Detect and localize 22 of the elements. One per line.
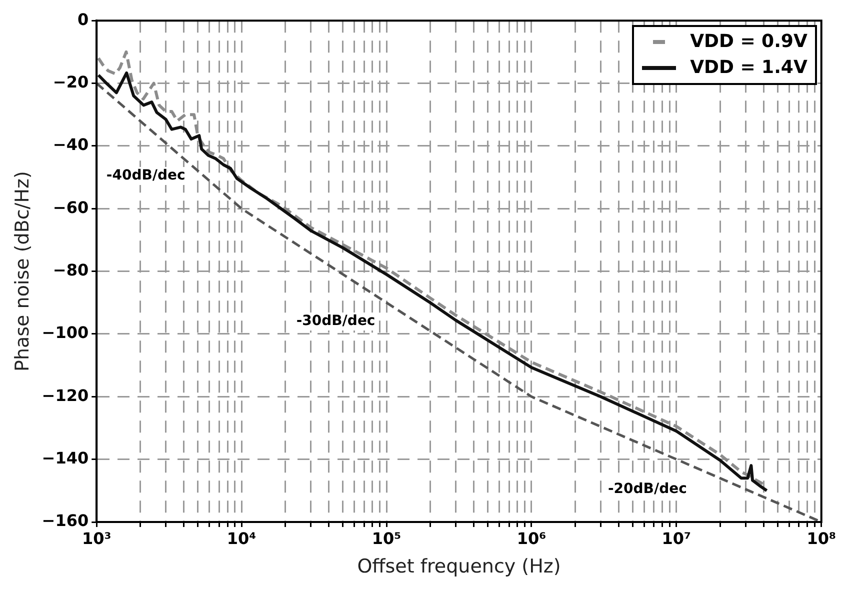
x-tick-label: 10⁵ [372, 528, 402, 548]
x-axis-title: Offset frequency (Hz) [357, 556, 561, 578]
y-tick-label: −40 [52, 135, 89, 154]
x-tick-label: 10⁶ [516, 528, 546, 548]
y-axis-title: Phase noise (dBc/Hz) [11, 171, 34, 372]
x-tick-label: 10⁷ [662, 528, 692, 548]
y-tick-label: −100 [42, 323, 89, 342]
y-tick-label: −140 [42, 448, 89, 468]
x-tick-label: 10³ [82, 528, 112, 548]
annotation: -20dB/dec [608, 481, 687, 498]
legend-label: VDD = 0.9V [690, 30, 808, 54]
y-tick-label: −60 [52, 198, 89, 217]
y-tick-label: −20 [52, 72, 89, 92]
y-tick-label: −120 [42, 386, 89, 405]
y-tick-label: 0 [77, 10, 89, 29]
y-tick-label: −80 [52, 260, 89, 280]
y-tick-label: −160 [42, 511, 89, 530]
annotation: -40dB/dec [106, 168, 186, 184]
legend-label: VDD = 1.4V [690, 56, 808, 80]
x-tick-label: 10⁴ [226, 528, 256, 548]
annotation: -30dB/dec [296, 313, 376, 330]
x-tick-label: 10⁸ [806, 528, 836, 548]
